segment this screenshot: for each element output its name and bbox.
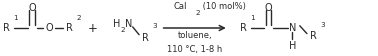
Text: 1: 1: [251, 15, 255, 21]
Text: CaI: CaI: [174, 2, 187, 11]
Text: O: O: [45, 23, 53, 33]
Text: R: R: [3, 23, 10, 33]
Text: H: H: [289, 41, 297, 51]
Text: R: R: [310, 31, 317, 41]
Text: O: O: [28, 3, 36, 13]
Text: N: N: [289, 23, 297, 33]
Text: toluene,: toluene,: [177, 31, 212, 40]
Text: (10 mol%): (10 mol%): [200, 2, 246, 11]
Text: 2: 2: [77, 15, 81, 21]
Text: 1: 1: [14, 15, 18, 21]
Text: O: O: [265, 3, 272, 13]
Text: H: H: [113, 19, 120, 29]
Text: R: R: [67, 23, 73, 33]
Text: 3: 3: [321, 22, 325, 28]
Text: R: R: [240, 23, 247, 33]
Text: 110 °C, 1-8 h: 110 °C, 1-8 h: [167, 45, 222, 54]
Text: +: +: [88, 22, 98, 34]
Text: R: R: [142, 33, 149, 43]
Text: 2: 2: [121, 27, 125, 33]
Text: 2: 2: [196, 10, 200, 16]
Text: N: N: [125, 19, 133, 29]
Text: 3: 3: [152, 23, 157, 29]
